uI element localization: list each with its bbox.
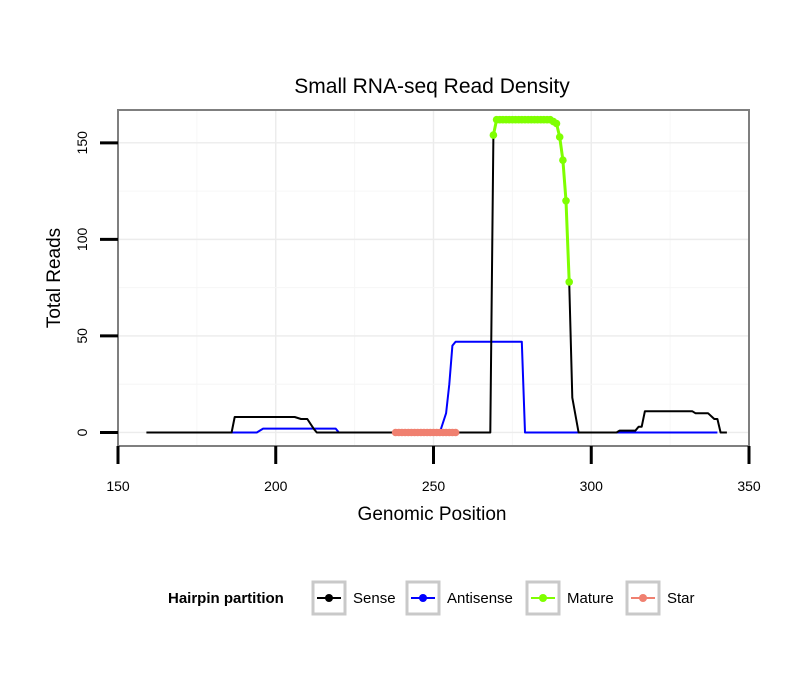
data-point-mature [489,131,498,139]
data-point-mature [559,156,567,164]
y-tick-label: 150 [74,131,90,155]
y-tick-label: 50 [74,328,90,344]
series-line-mature [491,118,571,282]
y-tick-label: 100 [74,228,90,252]
x-axis-label: Genomic Position [358,504,507,525]
data-point-mature [552,119,561,128]
legend-label: Antisense [447,590,513,607]
legend-item-mature: Mature [525,580,614,616]
legend-item-star: Star [625,580,695,616]
series-line-antisense [231,340,718,434]
data-point-mature [555,133,564,141]
series-points-star [391,428,460,437]
axis-ticks: 150 200 250 300 350 0 50 100 150 [74,131,761,494]
legend-title: Hairpin partition [168,590,284,607]
series-points-mature [489,115,573,286]
grid-lines [117,110,750,446]
legend-key-point [639,594,647,602]
legend-key-point [419,594,427,602]
legend: Hairpin partition Sense Antisense Mature St… [168,580,695,616]
x-tick-label: 350 [737,478,761,494]
data-point-mature [565,278,573,286]
legend-key-point [325,594,333,602]
legend-label: Mature [567,590,614,607]
x-tick-label: 200 [264,478,288,494]
legend-label: Star [667,590,695,607]
y-tick-label: 0 [74,428,90,436]
series-line-sense [146,118,727,434]
data-point-star [451,428,460,437]
legend-label: Sense [353,590,396,607]
legend-item-antisense: Antisense [405,580,513,616]
x-tick-label: 300 [580,478,604,494]
y-axis-label: Total Reads [44,228,65,328]
data-point-mature [562,197,570,205]
chart-title: Small RNA-seq Read Density [294,75,570,98]
x-tick-label: 250 [422,478,446,494]
legend-item-sense: Sense [311,580,396,616]
series-layer [146,115,727,437]
legend-key-point [539,594,547,602]
x-tick-label: 150 [106,478,130,494]
